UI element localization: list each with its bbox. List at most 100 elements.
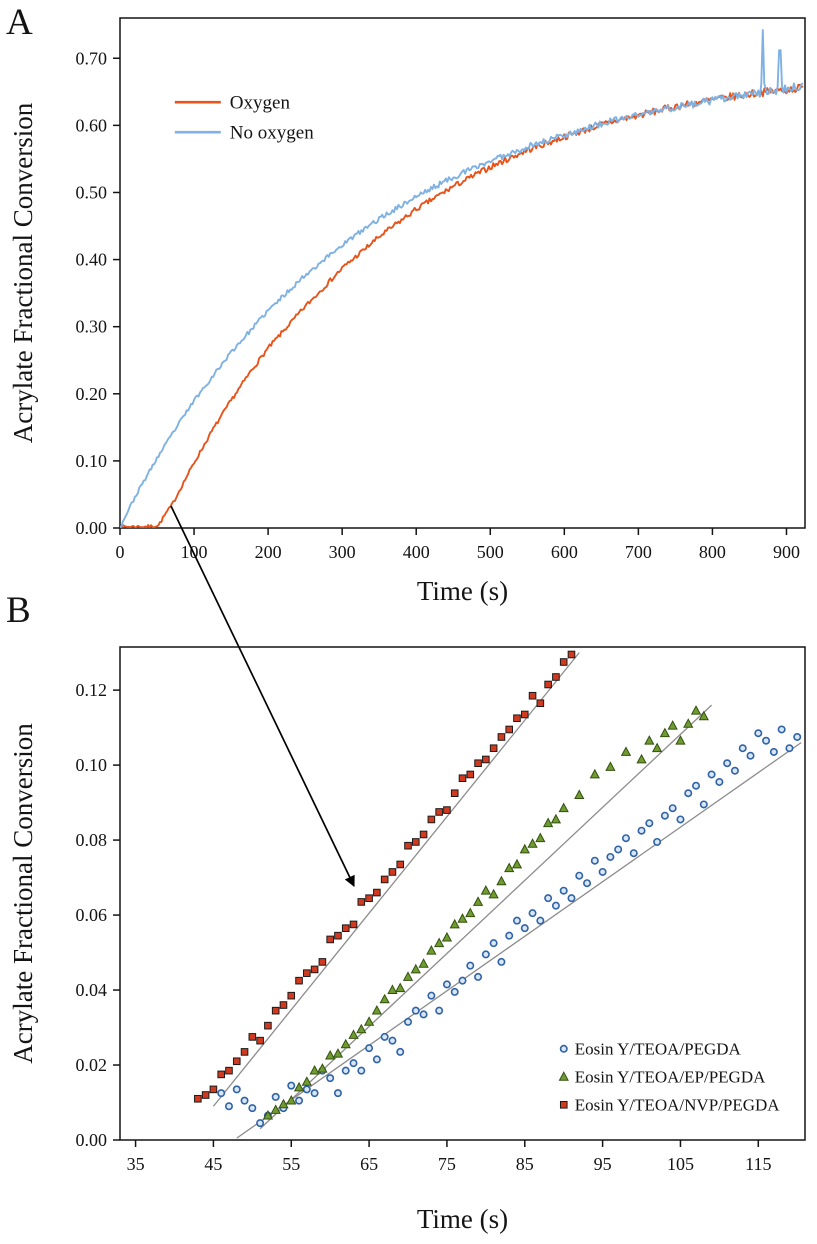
data-point-square (279, 1001, 288, 1009)
y-tick-label: 0.70 (76, 48, 108, 68)
data-point-triangle (449, 918, 460, 929)
data-point-triangle (270, 1104, 281, 1114)
data-point-circle (404, 1017, 413, 1026)
data-point-triangle (683, 718, 694, 728)
data-point-circle (645, 819, 654, 828)
data-point-circle (248, 1104, 257, 1113)
x-tick-label: 900 (773, 542, 800, 562)
data-point-triangle (371, 1005, 383, 1015)
data-point-circle (341, 1066, 350, 1075)
data-point-square (334, 931, 342, 940)
data-point-circle (435, 1006, 444, 1015)
data-point-square (567, 650, 576, 659)
data-point-square (349, 920, 358, 929)
data-point-square (357, 898, 366, 906)
plot-area (120, 29, 804, 528)
data-point-square (458, 774, 467, 783)
x-tick-label: 800 (699, 542, 726, 562)
fit-line (236, 742, 802, 1139)
data-point-circle (730, 766, 739, 775)
data-point-square (404, 841, 412, 850)
data-point-circle (442, 980, 451, 989)
series-line (120, 29, 804, 528)
data-point-circle (232, 1085, 241, 1094)
data-point-square (264, 1021, 272, 1030)
x-tick-label: 55 (282, 1154, 300, 1174)
x-axis-title: Time (s) (417, 1204, 508, 1234)
data-point-triangle (286, 1094, 297, 1105)
data-point-square (326, 935, 334, 944)
data-point-triangle (511, 858, 523, 869)
data-point-triangle (667, 720, 678, 730)
data-point-triangle (293, 1081, 305, 1092)
data-point-circle (411, 1006, 420, 1015)
data-point-square (225, 1066, 233, 1075)
y-axis-title: Acrylate Fractional Conversion (8, 723, 38, 1064)
x-tick-label: 45 (204, 1154, 222, 1174)
data-point-square (194, 1094, 202, 1103)
data-point-circle (777, 725, 786, 734)
data-point-circle (746, 751, 755, 760)
data-point-square (396, 860, 405, 869)
data-point-triangle (387, 984, 398, 994)
data-point-triangle (690, 705, 702, 715)
y-tick-label: 0.10 (76, 755, 108, 775)
data-point-circle (372, 1055, 381, 1064)
data-point-square (482, 755, 490, 764)
data-point-circle (583, 879, 592, 888)
data-point-circle (240, 1096, 249, 1105)
data-point-circle (512, 916, 521, 925)
data-point-circle (497, 957, 506, 966)
data-point-triangle (574, 789, 585, 799)
data-point-circle (699, 800, 708, 809)
data-point-triangle (675, 735, 686, 745)
data-point-circle (326, 1074, 335, 1083)
data-point-circle (481, 950, 490, 959)
y-tick-label: 0.02 (76, 1055, 108, 1075)
data-point-circle (427, 991, 436, 1000)
data-point-square (497, 733, 506, 741)
data-point-circle (333, 1089, 342, 1098)
data-point-triangle (550, 813, 562, 824)
legend-label: No oxygen (230, 123, 314, 144)
data-point-triangle (301, 1076, 312, 1086)
data-point-triangle (504, 862, 515, 873)
data-point-circle (217, 1089, 226, 1098)
y-tick-label: 0.50 (76, 182, 108, 202)
data-point-triangle (395, 982, 406, 993)
data-point-circle (505, 931, 514, 940)
data-point-square (513, 714, 521, 723)
data-point-circle (544, 894, 553, 903)
data-point-circle (621, 834, 630, 843)
data-point-triangle (496, 875, 507, 886)
data-point-square (544, 680, 552, 689)
data-point-circle (536, 916, 545, 925)
data-point-triangle (465, 907, 476, 918)
panel-a-label: A (6, 2, 33, 43)
legend-label: Eosin Y/TEOA/EP/PEGDA (575, 1067, 766, 1086)
data-point-triangle (418, 958, 429, 968)
data-point-circle (528, 909, 537, 918)
data-point-triangle (356, 1023, 367, 1034)
data-point-circle (769, 747, 778, 756)
data-point-square (435, 808, 443, 816)
data-point-square (209, 1085, 218, 1094)
data-point-square (559, 658, 568, 666)
data-point-circle (458, 976, 467, 985)
data-point-square (380, 875, 389, 884)
data-point-triangle (542, 817, 554, 828)
data-point-square (536, 699, 545, 708)
y-tick-label: 0.04 (76, 980, 108, 1000)
data-point-circle (793, 732, 802, 741)
plot-frame (119, 646, 806, 1141)
y-tick-label: 0.06 (76, 905, 108, 925)
data-point-circle (606, 852, 615, 861)
y-tick-label: 0.10 (76, 451, 108, 471)
data-point-square (217, 1070, 225, 1079)
data-point-circle (295, 1096, 304, 1105)
data-point-circle (357, 1066, 366, 1075)
data-point-circle (692, 781, 701, 790)
data-point-circle (668, 804, 677, 813)
data-point-circle (489, 939, 498, 948)
x-tick-label: 85 (516, 1154, 534, 1174)
